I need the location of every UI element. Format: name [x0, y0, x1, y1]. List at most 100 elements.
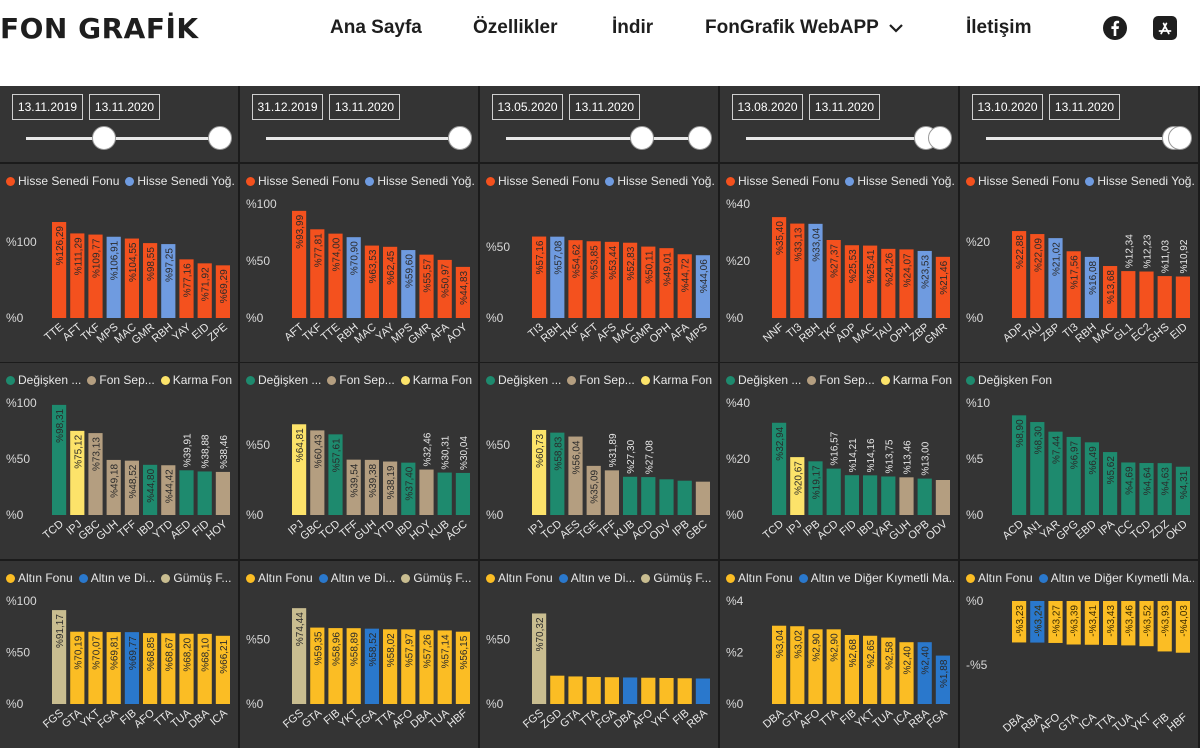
bar[interactable] [215, 635, 230, 704]
bar[interactable] [1139, 271, 1154, 318]
nav-features[interactable]: Özellikler [473, 17, 558, 38]
legend-item[interactable]: Altın ve Di... [558, 571, 635, 585]
bar[interactable] [604, 677, 619, 704]
bar[interactable] [455, 631, 470, 704]
bar[interactable] [808, 629, 823, 704]
bar[interactable] [124, 460, 139, 515]
legend-item[interactable]: Hisse Senedi Yoğ... [845, 174, 954, 188]
bar[interactable] [844, 245, 859, 318]
bar[interactable] [532, 613, 547, 704]
bar[interactable] [863, 245, 878, 318]
bar[interactable] [1066, 436, 1081, 515]
bar[interactable] [106, 236, 121, 318]
bar[interactable] [935, 480, 950, 515]
start-date-field[interactable]: 13.10.2020 [972, 94, 1043, 120]
bar[interactable] [70, 430, 85, 515]
range-slider-end-handle[interactable] [1168, 126, 1192, 150]
bar[interactable] [437, 259, 452, 318]
legend-item[interactable]: Altın Fonu [6, 571, 73, 585]
bar[interactable] [52, 610, 67, 704]
bar[interactable] [568, 240, 583, 318]
bar[interactable] [419, 469, 434, 515]
bar[interactable] [1084, 256, 1099, 318]
bar[interactable] [1012, 415, 1027, 515]
bar[interactable] [808, 461, 823, 515]
bar[interactable] [899, 642, 914, 704]
bar[interactable] [863, 635, 878, 704]
legend-item[interactable]: Hisse Senedi Yoğ... [605, 174, 714, 188]
facebook-icon[interactable] [1103, 16, 1127, 40]
bar[interactable] [808, 223, 823, 318]
bar[interactable] [292, 424, 307, 515]
bar[interactable] [1048, 238, 1063, 318]
legend-item[interactable]: Fon Sep... [807, 373, 875, 387]
bar[interactable] [935, 256, 950, 318]
bar[interactable] [88, 234, 103, 318]
bar[interactable] [215, 471, 230, 515]
bar[interactable] [677, 480, 692, 515]
range-slider-track[interactable] [266, 137, 460, 140]
bar[interactable] [695, 678, 710, 704]
bar[interactable] [1121, 462, 1136, 515]
bar[interactable] [1066, 601, 1081, 645]
legend-item[interactable]: Değişken ... [6, 373, 81, 387]
bar[interactable] [1175, 466, 1190, 515]
legend-item[interactable]: Değişken ... [246, 373, 321, 387]
legend-item[interactable]: Altın ve Di... [318, 571, 395, 585]
bar[interactable] [695, 481, 710, 515]
bar[interactable] [1157, 463, 1172, 515]
bar[interactable] [346, 628, 361, 704]
legend-item[interactable]: Değişken ... [486, 373, 561, 387]
bar[interactable] [1175, 276, 1190, 318]
bar[interactable] [550, 236, 565, 318]
start-date-field[interactable]: 13.05.2020 [492, 94, 563, 120]
bar[interactable] [419, 630, 434, 704]
bar[interactable] [328, 233, 343, 318]
legend-item[interactable]: Hisse Senedi Fonu [6, 174, 119, 188]
bar[interactable] [917, 478, 932, 515]
bar[interactable] [1066, 251, 1081, 318]
legend-item[interactable]: Hisse Senedi Yoğ... [125, 174, 234, 188]
start-date-field[interactable]: 13.08.2020 [732, 94, 803, 120]
bar[interactable] [383, 246, 398, 318]
legend-item[interactable]: Karma Fon [640, 373, 712, 387]
bar[interactable] [179, 633, 194, 704]
bar[interactable] [1030, 234, 1045, 318]
bar[interactable] [899, 249, 914, 318]
legend-item[interactable]: Altın ve Diğer Kıymetli Ma... [1038, 571, 1194, 585]
legend-item[interactable]: Gümüş F... [161, 571, 231, 585]
bar[interactable] [790, 457, 805, 515]
bar[interactable] [455, 266, 470, 318]
bar[interactable] [1012, 231, 1027, 318]
bar[interactable] [604, 470, 619, 515]
range-slider-track[interactable] [746, 137, 940, 140]
bar[interactable] [310, 627, 325, 704]
bar[interactable] [917, 250, 932, 318]
bar[interactable] [772, 422, 787, 515]
nav-contact[interactable]: İletişim [966, 17, 1032, 38]
bar[interactable] [935, 655, 950, 704]
bar[interactable] [1121, 271, 1136, 318]
bar[interactable] [881, 637, 896, 704]
legend-item[interactable]: Karma Fon [880, 373, 952, 387]
bar[interactable] [772, 625, 787, 704]
bar[interactable] [623, 476, 638, 515]
bar[interactable] [695, 255, 710, 318]
bar[interactable] [179, 259, 194, 318]
range-slider-start-handle[interactable] [629, 126, 654, 150]
legend-item[interactable]: Fon Sep... [87, 373, 155, 387]
bar[interactable] [899, 477, 914, 515]
bar[interactable] [532, 236, 547, 318]
bar[interactable] [826, 239, 841, 318]
bar[interactable] [292, 210, 307, 318]
bar[interactable] [772, 217, 787, 318]
bar[interactable] [1103, 601, 1118, 646]
bar[interactable] [1030, 601, 1045, 643]
start-date-field[interactable]: 31.12.2019 [252, 94, 323, 120]
bar[interactable] [383, 461, 398, 515]
legend-item[interactable]: Altın Fonu [486, 571, 553, 585]
bar[interactable] [1157, 276, 1172, 318]
end-date-field[interactable]: 13.11.2020 [329, 94, 400, 120]
bar[interactable] [677, 254, 692, 318]
site-logo[interactable]: FON GRAFİK [0, 12, 199, 45]
